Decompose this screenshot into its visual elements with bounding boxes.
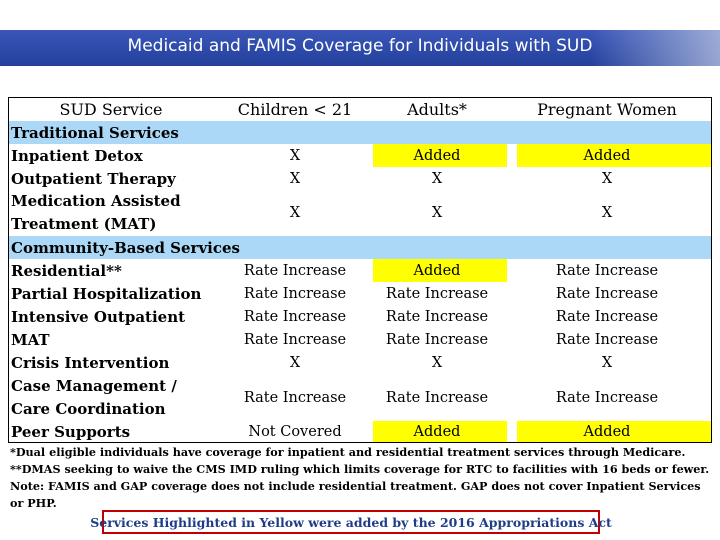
cell-pregnant: Rate Increase xyxy=(555,390,659,406)
table-row: MAT Rate Increase Rate Increase Rate Inc… xyxy=(9,328,711,351)
row-label: Outpatient Therapy xyxy=(11,169,176,188)
table-header-row: SUD Service Children < 21 Adults* Pregna… xyxy=(9,98,711,121)
cell-children: Rate Increase xyxy=(243,285,347,302)
cell-pregnant: Rate Increase xyxy=(555,331,659,348)
row-label: Partial Hospitalization xyxy=(11,284,202,303)
table-row: Crisis Intervention X X X xyxy=(9,351,711,374)
row-label-line2: Treatment (MAT) xyxy=(11,215,157,233)
row-label: Medication Assisted Treatment (MAT) xyxy=(11,190,181,236)
footnote-famis-gap: Note: FAMIS and GAP coverage does not in… xyxy=(10,479,701,510)
cell-adults: X xyxy=(431,354,443,371)
cell-pregnant: X xyxy=(601,354,613,371)
row-label: Intensive Outpatient xyxy=(11,307,186,326)
footnote-dmas: **DMAS seeking to waive the CMS IMD ruli… xyxy=(10,462,710,476)
table-row: Case Management / Care Coordination Rate… xyxy=(9,375,711,421)
cell-pregnant: X xyxy=(601,170,613,187)
footnotes: *Dual eligible individuals have coverage… xyxy=(10,444,710,512)
table-row: Residential** Rate Increase Added Rate I… xyxy=(9,259,711,282)
row-label-line2: Care Coordination xyxy=(11,400,166,418)
highlight-residential-adults xyxy=(373,259,507,282)
highlight-inpatient-adults xyxy=(373,144,507,167)
footnote-dual-eligible: *Dual eligible individuals have coverage… xyxy=(10,445,686,459)
section-band-community: Community-Based Services xyxy=(9,236,711,259)
header-children: Children < 21 xyxy=(237,100,353,119)
section-traditional-services: Traditional Services xyxy=(11,123,179,142)
row-label: Residential** xyxy=(11,261,122,280)
highlight-peer-adults xyxy=(373,421,507,442)
cell-adults: Rate Increase xyxy=(385,285,489,302)
row-label: Peer Supports xyxy=(11,422,131,441)
row-label: Inpatient Detox xyxy=(11,146,143,165)
table-row: Medication Assisted Treatment (MAT) X X … xyxy=(9,190,711,236)
header-adults: Adults* xyxy=(407,100,467,119)
cell-pregnant: Rate Increase xyxy=(555,308,659,325)
table-row: Partial Hospitalization Rate Increase Ra… xyxy=(9,282,711,305)
cell-adults: X xyxy=(431,170,443,187)
row-label: Case Management / Care Coordination xyxy=(11,375,177,421)
cell-children: Rate Increase xyxy=(243,331,347,348)
cell-children: X xyxy=(289,205,301,221)
table-row: Intensive Outpatient Rate Increase Rate … xyxy=(9,305,711,328)
row-label: MAT xyxy=(11,330,50,349)
cell-children: Rate Increase xyxy=(243,390,347,406)
table-row: Outpatient Therapy X X X xyxy=(9,167,711,190)
cell-pregnant: Rate Increase xyxy=(555,262,659,279)
highlight-inpatient-pregnant xyxy=(517,144,711,167)
cell-adults: Rate Increase xyxy=(385,390,489,406)
header-pregnant-women: Pregnant Women xyxy=(537,100,677,119)
cell-pregnant: X xyxy=(601,205,613,221)
cell-children: X xyxy=(289,354,301,371)
cell-adults: X xyxy=(431,205,443,221)
cell-children: Rate Increase xyxy=(243,262,347,279)
cell-pregnant: Rate Increase xyxy=(555,285,659,302)
cell-children: X xyxy=(289,147,301,164)
table-row: Peer Supports Not Covered Added Added xyxy=(9,421,711,442)
page-title: Medicaid and FAMIS Coverage for Individu… xyxy=(127,36,593,56)
coverage-table: SUD Service Children < 21 Adults* Pregna… xyxy=(8,97,712,443)
cell-children: Not Covered xyxy=(248,423,342,440)
header-sud-service: SUD Service xyxy=(59,100,163,119)
cell-adults: Rate Increase xyxy=(385,331,489,348)
table-row: Inpatient Detox X Added Added xyxy=(9,144,711,167)
row-label-line1: Medication Assisted xyxy=(11,192,181,210)
highlight-peer-pregnant xyxy=(517,421,711,442)
cell-children: X xyxy=(289,170,301,187)
cell-adults: Added xyxy=(413,147,461,164)
cell-children: Rate Increase xyxy=(243,308,347,325)
cell-adults: Added xyxy=(413,262,461,279)
row-label: Crisis Intervention xyxy=(11,353,170,372)
cell-pregnant: Added xyxy=(583,423,631,440)
section-community-based-services: Community-Based Services xyxy=(11,238,240,257)
banner-shade xyxy=(590,30,720,66)
cell-adults: Rate Increase xyxy=(385,308,489,325)
yellow-highlight-callout: Services Highlighted in Yellow were adde… xyxy=(90,510,612,534)
section-band-traditional: Traditional Services xyxy=(9,121,711,144)
cell-pregnant: Added xyxy=(583,147,631,164)
row-label-line1: Case Management / xyxy=(11,377,177,395)
cell-adults: Added xyxy=(413,423,461,440)
